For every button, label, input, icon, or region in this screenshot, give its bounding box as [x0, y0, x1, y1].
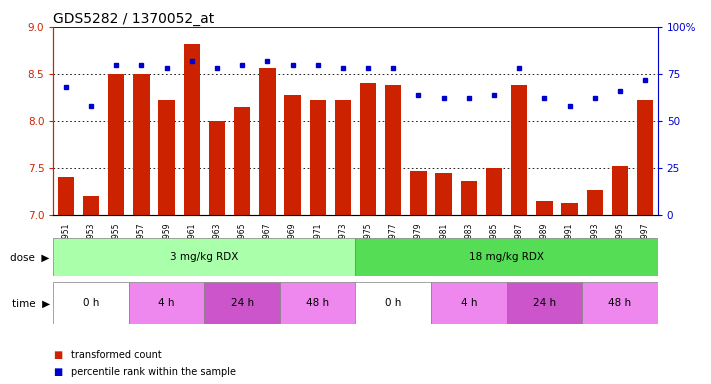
Bar [209, 121, 225, 215]
Text: 4 h: 4 h [461, 298, 477, 308]
Bar [53, 238, 356, 276]
Bar [309, 100, 326, 215]
Bar [536, 201, 552, 215]
Bar [511, 85, 528, 215]
Text: transformed count: transformed count [71, 350, 162, 360]
Bar [205, 282, 280, 324]
Text: 0 h: 0 h [385, 298, 402, 308]
Bar [506, 282, 582, 324]
Text: percentile rank within the sample: percentile rank within the sample [71, 367, 236, 377]
Bar [582, 282, 658, 324]
Bar [129, 282, 205, 324]
Bar [260, 68, 276, 215]
Bar [284, 94, 301, 215]
Text: 18 mg/kg RDX: 18 mg/kg RDX [469, 252, 544, 262]
Bar [461, 181, 477, 215]
Text: ■: ■ [53, 350, 63, 360]
Bar [486, 168, 502, 215]
Bar [280, 282, 356, 324]
Bar [58, 177, 74, 215]
Text: 24 h: 24 h [230, 298, 254, 308]
Text: time  ▶: time ▶ [11, 298, 50, 308]
Bar [53, 282, 129, 324]
Bar [410, 171, 427, 215]
Text: dose  ▶: dose ▶ [11, 252, 50, 262]
Bar [385, 85, 402, 215]
Bar [133, 74, 149, 215]
Text: GDS5282 / 1370052_at: GDS5282 / 1370052_at [53, 12, 215, 26]
Bar [234, 107, 250, 215]
Bar [335, 100, 351, 215]
Text: 0 h: 0 h [83, 298, 100, 308]
Bar [611, 166, 628, 215]
Bar [108, 74, 124, 215]
Text: 4 h: 4 h [159, 298, 175, 308]
Bar [637, 100, 653, 215]
Bar [183, 44, 200, 215]
Text: 24 h: 24 h [533, 298, 556, 308]
Bar [356, 282, 431, 324]
Bar [83, 196, 100, 215]
Bar [159, 100, 175, 215]
Bar [435, 173, 451, 215]
Bar [562, 203, 578, 215]
Text: 3 mg/kg RDX: 3 mg/kg RDX [170, 252, 239, 262]
Bar [360, 83, 376, 215]
Text: 48 h: 48 h [306, 298, 329, 308]
Bar [431, 282, 506, 324]
Text: 48 h: 48 h [609, 298, 631, 308]
Text: ■: ■ [53, 367, 63, 377]
Bar [587, 190, 603, 215]
Bar [356, 238, 658, 276]
